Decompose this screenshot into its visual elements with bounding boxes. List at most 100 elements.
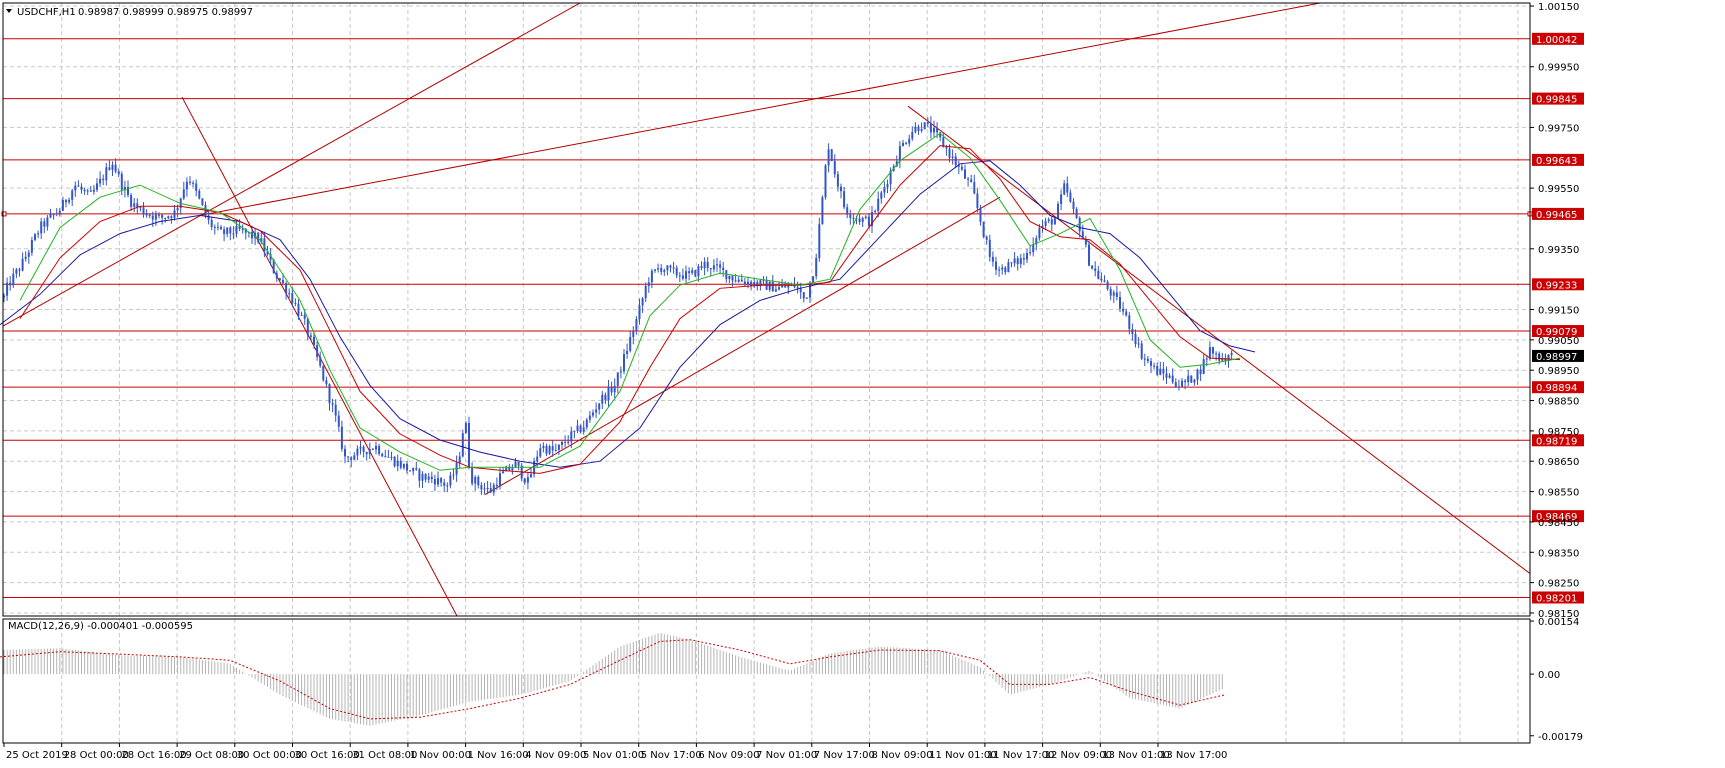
x-tick-label: 5 Nov 17:00 (641, 750, 702, 761)
bar-body (830, 149, 833, 162)
price-bar (685, 265, 687, 283)
price-bar (136, 198, 139, 215)
price-bar (545, 443, 548, 457)
bar-body (437, 478, 439, 485)
bar-body (654, 269, 656, 271)
price-bar (226, 227, 229, 238)
bar-body (616, 372, 619, 386)
price-bar (1032, 237, 1035, 257)
bar-body (1069, 192, 1072, 202)
price-bar (344, 445, 346, 464)
trendline (181, 96, 458, 616)
price-bar (644, 282, 647, 303)
y-tick-label: 1.00150 (1538, 2, 1579, 13)
price-bar (1069, 189, 1072, 203)
price-bar (666, 265, 669, 276)
bar-body (1100, 278, 1103, 281)
bar-body (164, 217, 167, 219)
bar-body (595, 409, 598, 413)
price-bar (778, 281, 780, 291)
price-bar (923, 122, 926, 130)
bar-body (393, 456, 396, 467)
price-bar (588, 410, 591, 423)
bar-body (867, 216, 870, 227)
bar-body (970, 179, 973, 183)
y-tick-label: 0.99150 (1538, 306, 1579, 317)
trendline (199, 3, 1321, 216)
bar-body (666, 265, 669, 271)
price-bar (195, 179, 198, 197)
price-bar (139, 206, 142, 212)
bar-body (818, 224, 821, 258)
price-bar (480, 482, 483, 495)
bar-body (923, 122, 926, 130)
price-bar (874, 209, 877, 214)
bar-body (15, 269, 18, 274)
bar-body (495, 484, 498, 487)
bar-body (601, 394, 604, 404)
bar-body (384, 456, 387, 458)
x-tick-label: 7 Nov 01:00 (756, 750, 817, 761)
triangle-down-icon[interactable] (6, 9, 12, 13)
price-bar (412, 467, 415, 476)
bar-body (207, 215, 210, 220)
bar-body (452, 474, 455, 476)
bar-body (694, 270, 697, 277)
bar-body (322, 365, 325, 381)
bar-body (471, 468, 474, 484)
bar-body (334, 404, 337, 416)
y-tick-label: 0.98850 (1538, 397, 1579, 408)
price-bar (650, 268, 653, 289)
price-bar (74, 181, 77, 197)
bar-body (371, 449, 374, 451)
bar-body (604, 394, 607, 401)
bar-body (995, 261, 997, 270)
price-bar (616, 372, 619, 394)
bar-body (461, 433, 464, 457)
bar-body (3, 295, 5, 298)
price-bar (1168, 373, 1171, 379)
price-bar (1091, 265, 1094, 270)
price-bar (9, 275, 12, 291)
price-bar (322, 365, 325, 382)
price-bar (700, 261, 703, 271)
y-tick-label: 0.98350 (1538, 548, 1579, 559)
price-bar (368, 442, 371, 460)
bar-body (641, 298, 644, 306)
price-bar (198, 188, 201, 200)
price-bar (37, 230, 40, 239)
price-bar (669, 264, 672, 273)
bar-body (275, 273, 278, 279)
price-bar (681, 268, 684, 281)
price-bar (846, 203, 849, 219)
bar-body (136, 203, 139, 208)
bar-body (1019, 258, 1022, 265)
bar-body (114, 164, 117, 172)
price-bar (27, 249, 30, 264)
price-bar (740, 274, 743, 282)
price-bar (827, 143, 830, 173)
bar-body (852, 217, 855, 219)
bar-body (1218, 353, 1221, 361)
price-bar (449, 471, 452, 489)
price-bar (1146, 356, 1149, 364)
bar-body (632, 331, 635, 338)
bar-body (588, 415, 591, 420)
bar-body (1156, 366, 1159, 375)
price-bar (1016, 255, 1019, 271)
price-bar (387, 449, 390, 458)
bar-body (936, 127, 939, 133)
bar-body (728, 275, 731, 280)
bar-body (210, 219, 213, 227)
bar-body (638, 305, 641, 320)
bar-body (1224, 358, 1227, 361)
chart-header: USDCHF,H1 0.98987 0.98999 0.98975 0.9899… (6, 7, 253, 18)
bar-body (542, 446, 545, 449)
bar-body (300, 314, 303, 316)
price-bar (446, 482, 449, 492)
bar-body (951, 156, 954, 158)
bar-body (805, 297, 808, 299)
bar-body (933, 127, 935, 133)
